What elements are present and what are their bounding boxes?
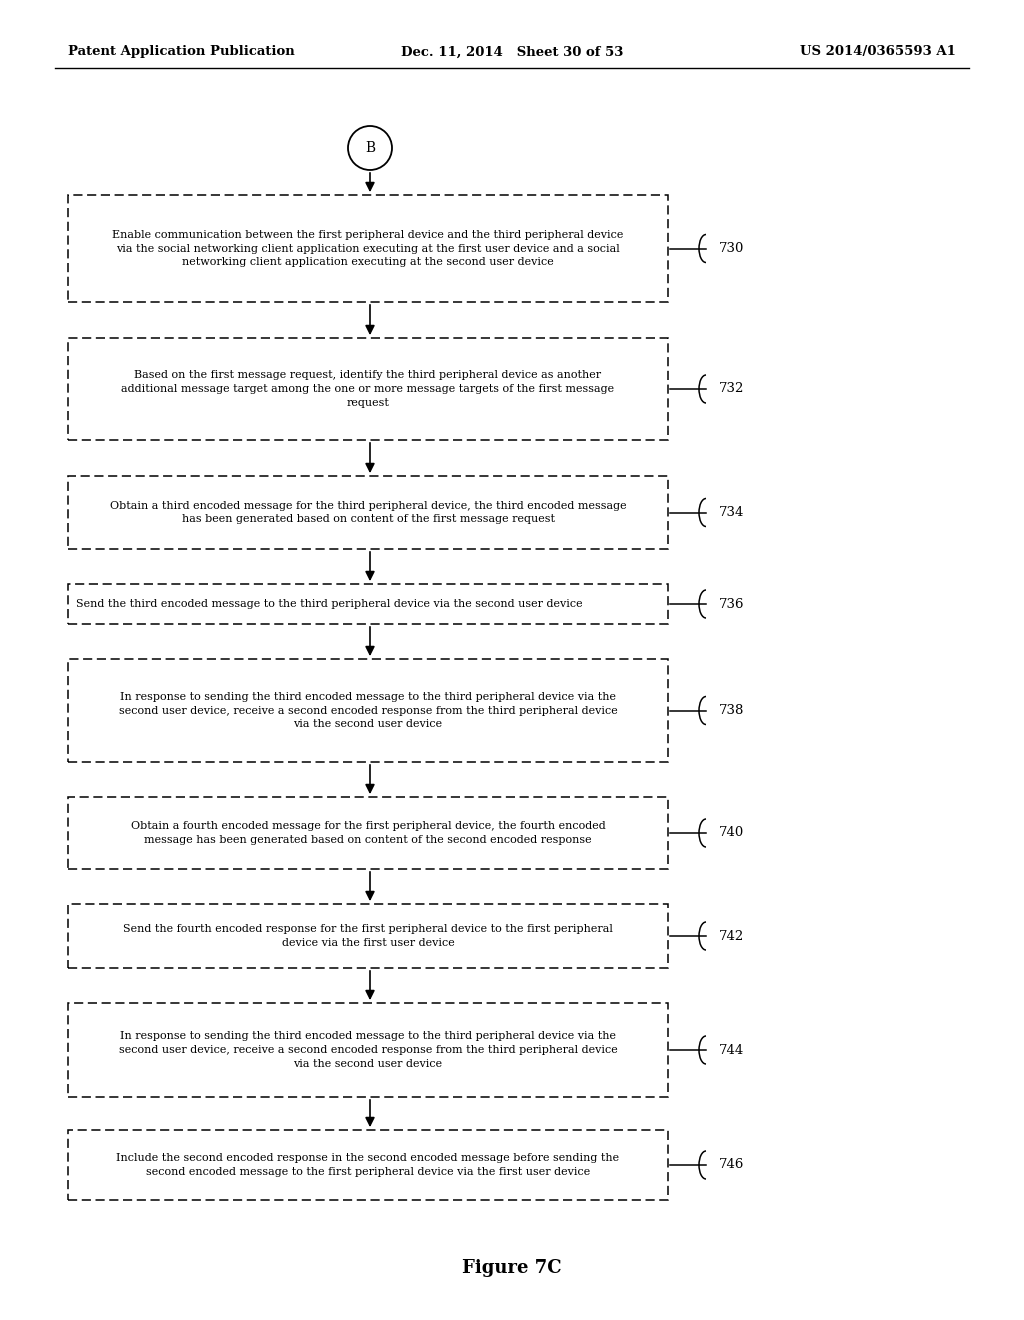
FancyBboxPatch shape	[68, 583, 668, 624]
Text: Patent Application Publication: Patent Application Publication	[68, 45, 295, 58]
Text: 732: 732	[719, 383, 744, 396]
FancyBboxPatch shape	[68, 477, 668, 549]
FancyBboxPatch shape	[68, 659, 668, 762]
Text: Dec. 11, 2014   Sheet 30 of 53: Dec. 11, 2014 Sheet 30 of 53	[400, 45, 624, 58]
Text: Send the fourth encoded response for the first peripheral device to the first pe: Send the fourth encoded response for the…	[123, 924, 613, 948]
Text: Send the third encoded message to the third peripheral device via the second use: Send the third encoded message to the th…	[76, 599, 583, 609]
Text: In response to sending the third encoded message to the third peripheral device : In response to sending the third encoded…	[119, 1031, 617, 1069]
FancyBboxPatch shape	[68, 338, 668, 440]
Text: 734: 734	[719, 506, 744, 519]
Text: Enable communication between the first peripheral device and the third periphera: Enable communication between the first p…	[113, 230, 624, 267]
FancyBboxPatch shape	[68, 1130, 668, 1200]
Text: Include the second encoded response in the second encoded message before sending: Include the second encoded response in t…	[117, 1154, 620, 1177]
Text: B: B	[365, 141, 375, 154]
FancyBboxPatch shape	[68, 1003, 668, 1097]
Text: 736: 736	[719, 598, 744, 610]
Text: Based on the first message request, identify the third peripheral device as anot: Based on the first message request, iden…	[122, 371, 614, 408]
Text: 730: 730	[719, 242, 744, 255]
Text: 740: 740	[719, 826, 744, 840]
FancyBboxPatch shape	[68, 195, 668, 302]
Text: 738: 738	[719, 704, 744, 717]
Text: In response to sending the third encoded message to the third peripheral device : In response to sending the third encoded…	[119, 692, 617, 729]
Text: 746: 746	[719, 1159, 744, 1172]
FancyBboxPatch shape	[68, 797, 668, 869]
Text: Obtain a third encoded message for the third peripheral device, the third encode: Obtain a third encoded message for the t…	[110, 500, 627, 524]
Text: Obtain a fourth encoded message for the first peripheral device, the fourth enco: Obtain a fourth encoded message for the …	[131, 821, 605, 845]
Text: 742: 742	[719, 929, 744, 942]
Text: Figure 7C: Figure 7C	[462, 1259, 562, 1276]
Text: 744: 744	[719, 1044, 744, 1056]
FancyBboxPatch shape	[68, 904, 668, 968]
Text: US 2014/0365593 A1: US 2014/0365593 A1	[800, 45, 956, 58]
